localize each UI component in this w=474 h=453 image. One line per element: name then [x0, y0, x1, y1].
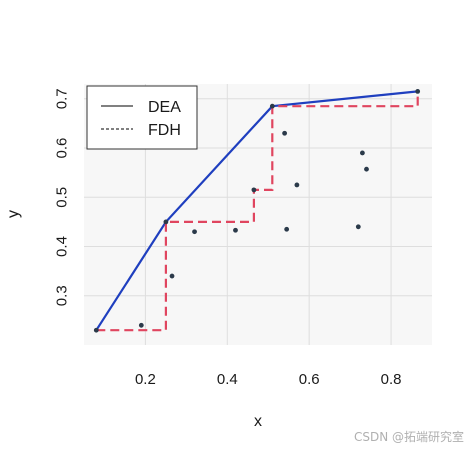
legend-box	[86, 85, 198, 150]
x-axis-title: x	[254, 413, 262, 430]
y-tick-label: 0.3	[54, 285, 71, 306]
y-axis-ticks: 0.3 0.4 0.5 0.6 0.7	[54, 88, 71, 306]
data-point	[251, 187, 257, 193]
data-point	[282, 130, 288, 136]
legend: DEA FDH	[86, 85, 198, 150]
data-point	[360, 150, 365, 156]
legend-label-dea: DEA	[148, 99, 181, 116]
x-tick-label: 0.6	[299, 371, 320, 388]
data-point	[138, 322, 144, 328]
y-tick-label: 0.4	[54, 236, 71, 257]
data-points	[93, 88, 421, 333]
data-point	[93, 327, 99, 333]
x-tick-label: 0.2	[135, 371, 156, 388]
x-tick-label: 0.4	[217, 371, 238, 388]
data-point	[415, 88, 421, 94]
y-tick-label: 0.7	[54, 88, 71, 109]
data-point	[233, 227, 238, 233]
watermark: CSDN @拓端研究室	[353, 430, 464, 444]
data-point	[169, 273, 175, 279]
data-point	[269, 103, 275, 109]
legend-label-fdh: FDH	[148, 122, 181, 139]
data-point	[163, 219, 169, 225]
data-point	[294, 182, 300, 188]
y-tick-label: 0.5	[54, 187, 71, 208]
series-line-dea	[95, 90, 418, 331]
x-axis-ticks: 0.2 0.4 0.6 0.8	[135, 371, 402, 388]
y-axis-title: y	[5, 210, 22, 218]
data-point	[284, 226, 290, 232]
data-point	[355, 224, 361, 230]
x-tick-label: 0.8	[381, 371, 402, 388]
data-point	[364, 166, 369, 172]
data-point	[192, 229, 197, 235]
y-tick-label: 0.6	[54, 138, 71, 159]
